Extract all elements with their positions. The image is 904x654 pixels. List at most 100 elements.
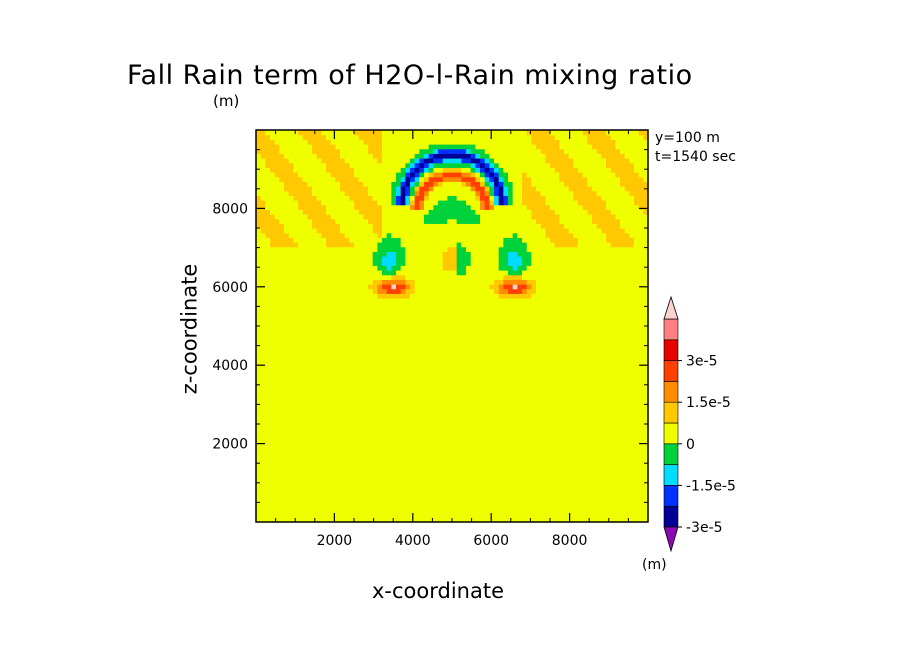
field-cell bbox=[419, 265, 425, 271]
field-cell bbox=[312, 405, 318, 411]
field-cell bbox=[447, 410, 453, 416]
field-cell bbox=[260, 260, 266, 266]
field-cell bbox=[643, 475, 649, 481]
field-cell bbox=[312, 508, 318, 514]
field-cell bbox=[540, 288, 546, 294]
field-cell bbox=[494, 279, 500, 285]
field-cell bbox=[554, 302, 560, 308]
field-cell bbox=[517, 368, 523, 374]
field-cell bbox=[489, 396, 495, 402]
field-cell bbox=[601, 377, 607, 383]
field-cell bbox=[307, 391, 313, 397]
field-cell bbox=[326, 377, 332, 383]
field-cell bbox=[540, 284, 546, 290]
field-cell bbox=[330, 340, 336, 346]
field-cell bbox=[452, 316, 458, 322]
field-cell bbox=[372, 340, 378, 346]
field-cell bbox=[293, 284, 299, 290]
field-cell bbox=[578, 442, 584, 448]
field-cell bbox=[550, 307, 556, 313]
field-cell bbox=[634, 428, 640, 434]
field-cell bbox=[330, 438, 336, 444]
field-cell bbox=[554, 391, 560, 397]
field-cell bbox=[340, 494, 346, 500]
field-cell bbox=[489, 354, 495, 360]
field-cell bbox=[354, 270, 360, 276]
field-cell bbox=[312, 288, 318, 294]
field-cell bbox=[302, 424, 308, 430]
field-cell bbox=[302, 246, 308, 252]
field-cell bbox=[284, 456, 290, 462]
field-cell bbox=[503, 298, 509, 304]
field-cell bbox=[442, 494, 448, 500]
field-cell bbox=[638, 498, 644, 504]
field-cell bbox=[503, 410, 509, 416]
field-cell bbox=[438, 284, 444, 290]
field-cell bbox=[489, 400, 495, 406]
field-cell bbox=[428, 414, 434, 420]
field-cell bbox=[466, 424, 472, 430]
field-cell bbox=[503, 293, 509, 299]
field-cell bbox=[410, 363, 416, 369]
field-cell bbox=[498, 321, 504, 327]
field-cell bbox=[564, 316, 570, 322]
field-cell bbox=[307, 512, 313, 518]
field-cell bbox=[494, 386, 500, 392]
field-cell bbox=[480, 452, 486, 458]
field-cell bbox=[624, 284, 630, 290]
field-cell bbox=[540, 321, 546, 327]
field-cell bbox=[638, 368, 644, 374]
field-cell bbox=[330, 382, 336, 388]
field-cell bbox=[480, 302, 486, 308]
field-cell bbox=[270, 363, 276, 369]
field-cell bbox=[550, 489, 556, 495]
field-cell bbox=[475, 274, 481, 280]
field-cell bbox=[298, 456, 304, 462]
field-cell bbox=[316, 307, 322, 313]
field-cell bbox=[480, 438, 486, 444]
field-cell bbox=[330, 410, 336, 416]
field-cell bbox=[265, 246, 271, 252]
field-cell bbox=[368, 442, 374, 448]
field-cell bbox=[494, 265, 500, 271]
field-cell bbox=[260, 302, 266, 308]
field-cell bbox=[265, 410, 271, 416]
field-cell bbox=[456, 484, 462, 490]
field-cell bbox=[601, 246, 607, 252]
field-cell bbox=[517, 251, 523, 257]
field-cell bbox=[363, 484, 369, 490]
field-cell bbox=[615, 498, 621, 504]
field-cell bbox=[466, 330, 472, 336]
field-cell bbox=[312, 452, 318, 458]
field-cell bbox=[447, 508, 453, 514]
field-cell bbox=[634, 288, 640, 294]
field-cell bbox=[293, 447, 299, 453]
field-cell bbox=[349, 391, 355, 397]
field-cell bbox=[601, 340, 607, 346]
field-cell bbox=[484, 288, 490, 294]
field-cell bbox=[610, 335, 616, 341]
field-cell bbox=[326, 419, 332, 425]
field-cell bbox=[424, 372, 430, 378]
field-cell bbox=[526, 298, 532, 304]
field-cell bbox=[466, 363, 472, 369]
field-cell bbox=[307, 246, 313, 252]
field-cell bbox=[522, 312, 528, 318]
field-cell bbox=[536, 461, 542, 467]
field-cell bbox=[349, 512, 355, 518]
field-cell bbox=[372, 405, 378, 411]
field-cell bbox=[559, 377, 565, 383]
field-cell bbox=[410, 498, 416, 504]
field-cell bbox=[452, 251, 458, 257]
field-cell bbox=[312, 489, 318, 495]
field-cell bbox=[433, 302, 439, 308]
field-cell bbox=[335, 442, 341, 448]
field-cell bbox=[428, 503, 434, 509]
field-cell bbox=[470, 419, 476, 425]
field-cell bbox=[643, 489, 649, 495]
field-cell bbox=[568, 246, 574, 252]
field-cell bbox=[634, 489, 640, 495]
field-cell bbox=[260, 326, 266, 332]
field-cell bbox=[512, 512, 518, 518]
field-cell bbox=[414, 405, 420, 411]
